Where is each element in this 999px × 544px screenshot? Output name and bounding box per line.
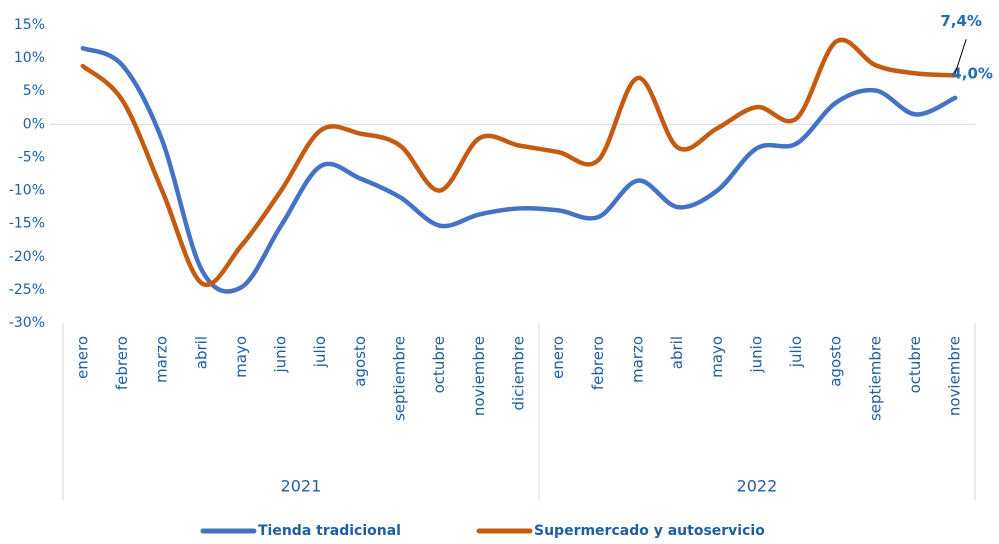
x-tick-label: mayo (232, 336, 250, 378)
x-tick-label: abril (668, 336, 686, 369)
y-tick-label: 0% (23, 116, 45, 132)
y-tick-label: -10% (9, 183, 45, 199)
y-tick-label: -30% (9, 315, 45, 331)
series-line (80, 45, 958, 294)
x-tick-label: febrero (589, 336, 607, 390)
x-tick-label: diciembre (510, 336, 528, 411)
y-tick-label: -15% (9, 216, 45, 232)
y-tick-label: 15% (14, 17, 45, 33)
x-tick-label: enero (549, 336, 567, 379)
x-tick-label: mayo (708, 336, 726, 378)
series-line (80, 37, 958, 288)
x-tick-label: noviembre (470, 336, 488, 416)
x-tick-label: enero (73, 336, 91, 379)
x-tick-label: octubre (430, 336, 448, 393)
x-tick-label: agosto (351, 336, 369, 387)
data-label: 4,0% (951, 64, 993, 82)
legend-label: Supermercado y autoservicio (534, 523, 765, 539)
x-tick-label: julio (787, 336, 805, 368)
x-tick-label: julio (311, 336, 329, 368)
group-label: 2022 (737, 477, 778, 496)
x-tick-label: noviembre (946, 336, 964, 416)
y-tick-label: 10% (14, 50, 45, 66)
x-tick-label: febrero (113, 336, 131, 390)
x-tick-label: junio (272, 336, 290, 374)
x-tick-label: octubre (906, 336, 924, 393)
x-tick-label: septiembre (866, 336, 884, 421)
group-label: 2021 (281, 477, 322, 496)
x-tick-label: marzo (628, 336, 646, 383)
leader-line (954, 39, 967, 74)
x-tick-label: abril (192, 336, 210, 369)
x-tick-label: junio (747, 336, 765, 374)
legend-label: Tienda tradicional (258, 523, 401, 539)
data-label: 7,4% (940, 12, 982, 30)
x-tick-label: septiembre (391, 336, 409, 421)
x-tick-label: marzo (153, 336, 171, 383)
y-tick-label: -20% (9, 249, 45, 265)
y-tick-label: 5% (23, 83, 45, 99)
y-tick-label: -25% (9, 282, 45, 298)
y-tick-label: -5% (18, 149, 45, 165)
x-tick-label: agosto (827, 336, 845, 387)
